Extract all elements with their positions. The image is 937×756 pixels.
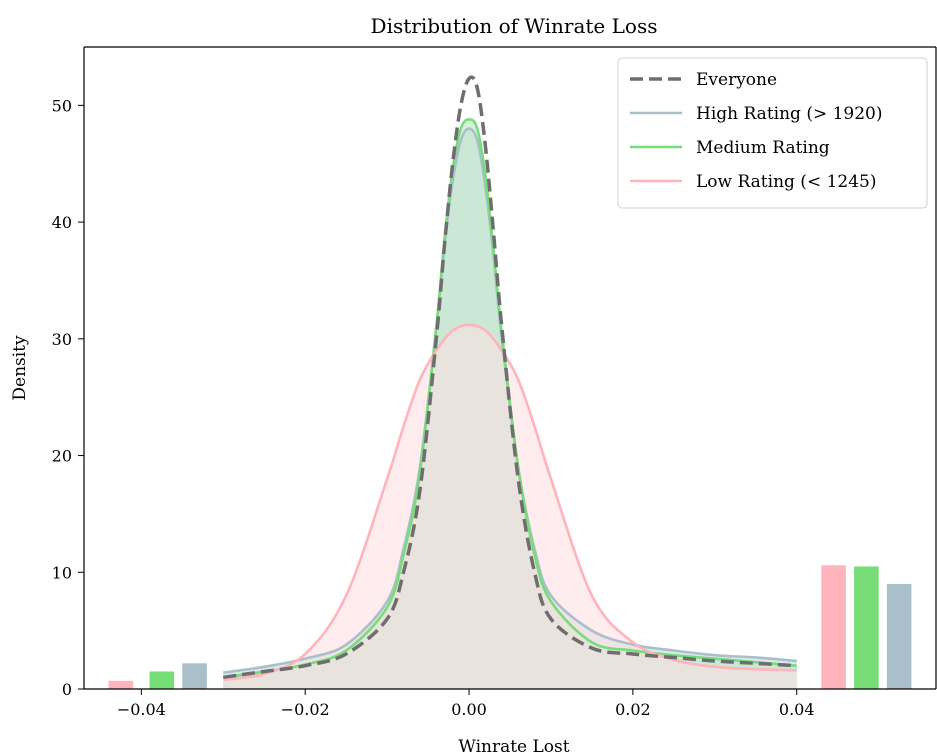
x-tick-label: −0.02 (281, 700, 330, 719)
y-tick-label: 0 (62, 680, 72, 699)
y-tick-label: 50 (52, 96, 72, 115)
legend-label-low-rating-1245: Low Rating (< 1245) (696, 172, 876, 192)
line-medium-rating (223, 118, 797, 679)
area-low-rating-1245 (223, 324, 797, 689)
tail-bar-high-rating-1920-5 (886, 583, 912, 689)
y-axis-title: Density (10, 335, 30, 401)
plot-area (108, 75, 912, 690)
legend-label-everyone: Everyone (696, 70, 777, 90)
x-tick-label: 0.04 (779, 700, 815, 719)
tail-bar-high-rating-1920-2 (182, 663, 207, 689)
y-tick-label: 40 (52, 213, 72, 232)
legend: Everyone High Rating (> 1920) Medium Ratin… (617, 57, 928, 209)
y-tick-label: 10 (52, 563, 72, 582)
x-tick-label: −0.04 (117, 700, 166, 719)
legend-box (617, 57, 928, 209)
line-low-rating-1245 (223, 323, 797, 681)
legend-label-medium-rating: Medium Rating (696, 138, 830, 158)
line-high-rating-1920 (223, 127, 797, 674)
tail-bar-low-rating-1245-0 (108, 680, 134, 689)
tail-bar-medium-rating-4 (854, 566, 879, 689)
y-tick-label: 30 (52, 330, 72, 349)
tail-bar-low-rating-1245-3 (821, 565, 846, 689)
x-axis-title: Winrate Lost (458, 737, 569, 756)
axes: −0.04 −0.02 0.00 0.02 0.04 0 10 20 30 40 50 (52, 46, 937, 719)
x-tick-label: 0.00 (451, 700, 487, 719)
tail-bar-medium-rating-1 (149, 671, 175, 689)
legend-label-high-rating-1920: High Rating (> 1920) (696, 104, 883, 124)
line-everyone (223, 75, 797, 680)
chart-title: Distribution of Winrate Loss (371, 14, 658, 38)
y-tick-label: 20 (52, 447, 72, 466)
x-tick-label: 0.02 (615, 700, 651, 719)
